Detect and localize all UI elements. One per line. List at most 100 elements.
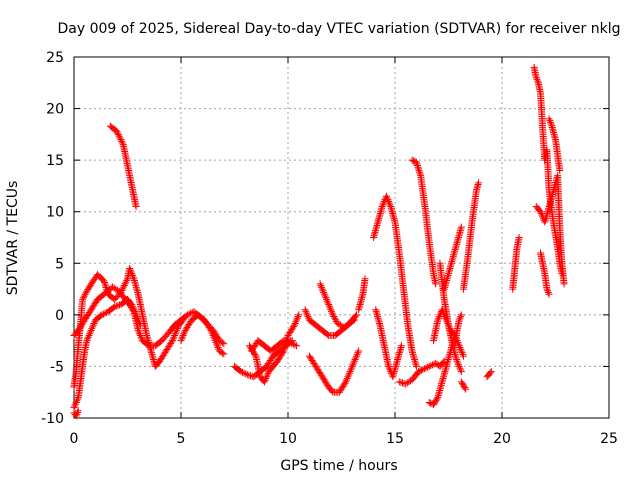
data-point bbox=[171, 330, 179, 338]
series-arc-13 bbox=[355, 275, 369, 314]
data-point bbox=[459, 350, 467, 358]
data-point bbox=[462, 385, 470, 393]
y-tick-label: -5 bbox=[50, 359, 64, 375]
data-point bbox=[88, 325, 96, 333]
data-point bbox=[218, 349, 226, 357]
data-point bbox=[87, 326, 95, 334]
data-point bbox=[260, 378, 268, 386]
x-tick-label: 0 bbox=[70, 431, 79, 447]
data-point bbox=[543, 285, 551, 293]
data-point bbox=[262, 374, 270, 382]
data-point bbox=[118, 139, 126, 147]
data-point bbox=[332, 316, 340, 324]
data-point bbox=[132, 311, 140, 319]
data-point bbox=[352, 352, 360, 360]
data-point bbox=[115, 301, 123, 309]
data-point bbox=[126, 266, 134, 274]
data-point bbox=[180, 330, 188, 338]
data-point bbox=[177, 337, 185, 345]
data-point bbox=[86, 328, 94, 336]
data-point bbox=[457, 313, 465, 321]
data-point bbox=[81, 290, 89, 298]
data-point bbox=[73, 397, 81, 405]
x-axis-label: GPS time / hours bbox=[280, 458, 397, 474]
data-point bbox=[350, 357, 358, 365]
data-point bbox=[220, 350, 228, 358]
data-point bbox=[117, 136, 125, 144]
data-point bbox=[72, 399, 80, 407]
data-point bbox=[236, 367, 244, 375]
data-point bbox=[173, 326, 181, 334]
data-point bbox=[74, 407, 82, 415]
data-point bbox=[430, 399, 438, 407]
data-point bbox=[301, 306, 309, 314]
data-point bbox=[459, 352, 467, 360]
data-point bbox=[100, 278, 108, 286]
data-point bbox=[415, 368, 423, 376]
data-point bbox=[98, 311, 106, 319]
data-point bbox=[113, 127, 121, 135]
data-point bbox=[424, 363, 432, 371]
data-point bbox=[440, 311, 448, 319]
data-point bbox=[100, 277, 108, 285]
y-tick-label: -10 bbox=[41, 411, 64, 427]
data-point bbox=[136, 321, 144, 329]
data-point bbox=[515, 234, 523, 241]
grid-lines bbox=[74, 57, 609, 418]
data-point bbox=[534, 77, 542, 85]
data-points bbox=[70, 63, 568, 420]
data-point bbox=[425, 362, 433, 370]
data-point bbox=[341, 379, 349, 387]
y-tick-label: 5 bbox=[55, 256, 64, 272]
data-point bbox=[112, 302, 120, 310]
data-point bbox=[457, 366, 465, 374]
data-point bbox=[291, 341, 299, 349]
series-arc-12 bbox=[305, 347, 363, 396]
data-point bbox=[439, 307, 447, 315]
data-point bbox=[318, 285, 326, 293]
data-point bbox=[432, 396, 440, 404]
data-point bbox=[183, 311, 191, 319]
data-point bbox=[213, 342, 221, 350]
data-point bbox=[442, 316, 450, 324]
data-point bbox=[459, 381, 467, 389]
data-point bbox=[128, 270, 136, 278]
series-arc-2 bbox=[70, 264, 187, 391]
data-point bbox=[328, 309, 336, 317]
data-point bbox=[289, 340, 297, 348]
data-point bbox=[331, 314, 339, 322]
data-point bbox=[119, 283, 127, 291]
data-point bbox=[212, 338, 220, 346]
data-point bbox=[458, 379, 466, 387]
data-point bbox=[170, 333, 178, 341]
data-point bbox=[347, 364, 355, 372]
data-point bbox=[295, 311, 303, 319]
data-point bbox=[89, 323, 97, 331]
data-point bbox=[414, 163, 422, 171]
data-point bbox=[329, 311, 337, 319]
data-point bbox=[344, 373, 352, 381]
data-point bbox=[442, 314, 450, 322]
data-point bbox=[410, 157, 418, 165]
data-point bbox=[378, 203, 386, 211]
data-point bbox=[443, 318, 451, 326]
y-tick-label: 0 bbox=[55, 308, 64, 324]
data-point bbox=[352, 354, 360, 362]
data-point bbox=[136, 319, 144, 327]
data-point bbox=[347, 366, 355, 374]
data-point bbox=[431, 398, 439, 406]
y-tick-label: 25 bbox=[46, 50, 64, 66]
series-arc-15 bbox=[372, 306, 405, 381]
data-point bbox=[346, 368, 354, 376]
data-point bbox=[440, 309, 448, 317]
data-point bbox=[264, 369, 272, 377]
data-point bbox=[72, 412, 80, 420]
data-point bbox=[422, 364, 430, 372]
data-point bbox=[103, 309, 111, 317]
data-point bbox=[243, 371, 251, 379]
data-point bbox=[74, 395, 82, 403]
data-point bbox=[457, 311, 465, 319]
data-point bbox=[342, 376, 350, 384]
data-point bbox=[560, 280, 568, 288]
y-tick-labels: -10 -5 0 5 10 15 20 25 bbox=[41, 50, 64, 427]
